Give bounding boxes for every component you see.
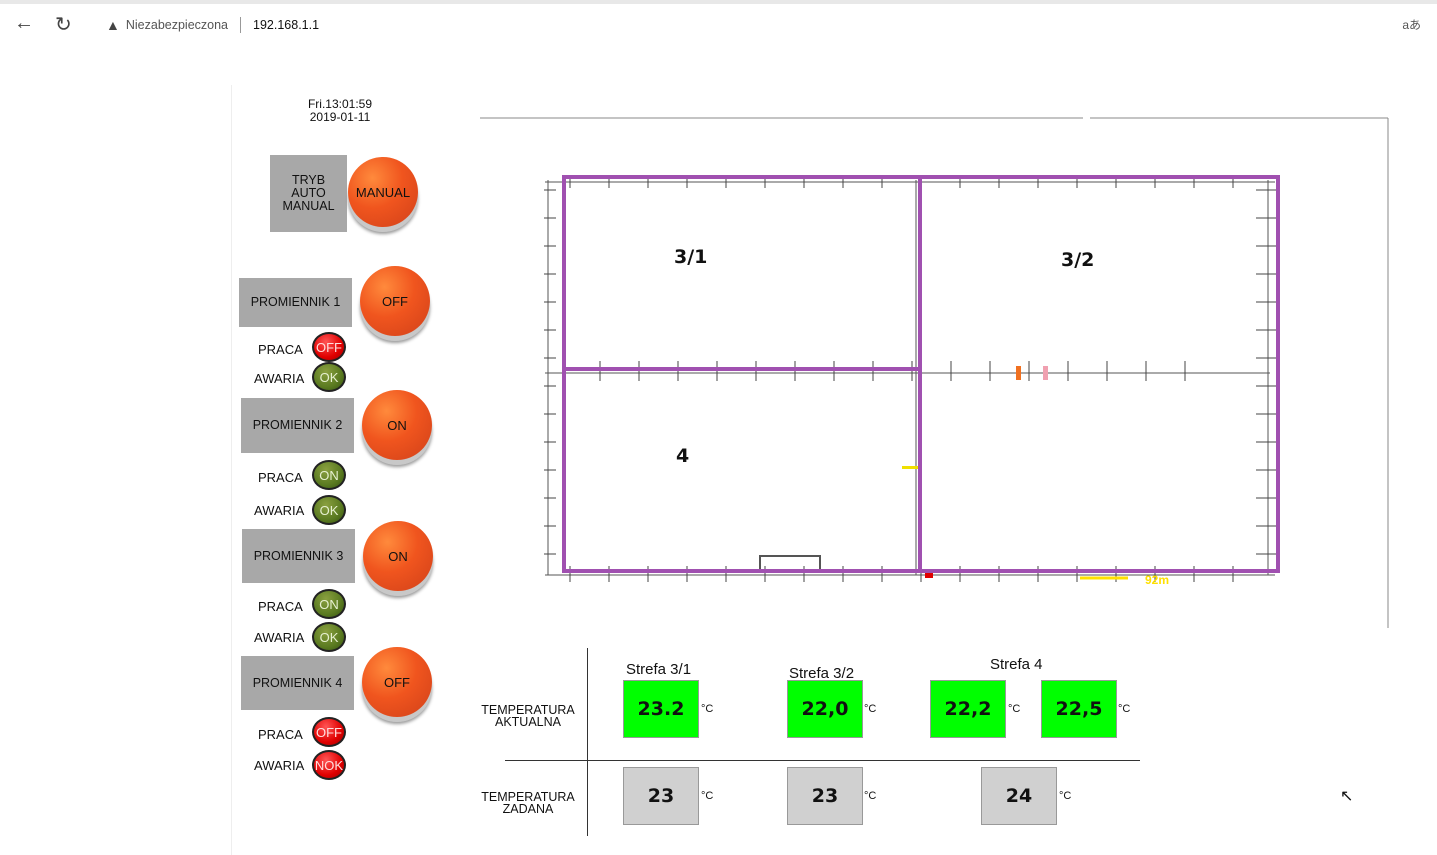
row-label-line: TEMPERATURA	[481, 703, 575, 717]
plan-marker	[902, 466, 918, 469]
unit: °C	[864, 790, 877, 802]
clock-time: Fri.13:01:59	[307, 97, 373, 111]
zone-label-3-1[interactable]: 3/1	[674, 246, 708, 268]
unit: °C	[1059, 790, 1072, 802]
heater-2-awaria-label: AWARIA	[254, 503, 305, 518]
unit: °C	[701, 703, 714, 715]
row-label-line: TEMPERATURA	[481, 790, 575, 804]
url-text: 192.168.1.1	[253, 18, 320, 32]
mode-button[interactable]: MANUAL	[348, 157, 418, 227]
unit: °C	[701, 790, 714, 802]
zone-header-4: Strefa 4	[990, 656, 1043, 673]
indicator-text: OK	[319, 629, 339, 645]
plan-ticks	[544, 176, 1276, 582]
clock-date: 2019-01-11	[309, 110, 371, 124]
indicator-text: ON	[319, 467, 339, 483]
heater-2-praca-indicator: ON	[312, 460, 346, 490]
heater-1-awaria-label: AWARIA	[254, 371, 305, 386]
zone-header-3-1: Strefa 3/1	[626, 661, 692, 678]
heater-4-awaria-label: AWARIA	[254, 758, 305, 773]
zone-header-3-2: Strefa 3/2	[789, 665, 855, 682]
heater-4-awaria-indicator: NOK	[312, 750, 346, 780]
unit: °C	[1118, 703, 1131, 715]
translate-icon[interactable]: aあ	[1402, 18, 1421, 32]
zone-4-outline	[562, 367, 922, 573]
clock: Fri.13:01:59 2019-01-11	[290, 98, 390, 124]
mode-line: AUTO	[291, 186, 326, 200]
heater-1-button[interactable]: OFF	[360, 266, 430, 336]
indicator-text: NOK	[314, 757, 344, 773]
divider	[240, 17, 242, 33]
set-temp-4[interactable]: 24	[981, 767, 1057, 825]
heater-4-praca-indicator: OFF	[312, 717, 346, 747]
row-label-actual: TEMPERATURA AKTUALNA	[473, 703, 583, 729]
indicator-text: OFF	[316, 724, 342, 740]
heater-4-praca-label: PRACA	[258, 727, 303, 742]
row-label-line: ZADANA	[502, 802, 554, 816]
scale-label: 92m	[1145, 573, 1169, 587]
heater-3-praca-indicator: ON	[312, 589, 346, 619]
zone-label-4[interactable]: 4	[676, 445, 690, 467]
heater-3-button[interactable]: ON	[363, 521, 433, 591]
table-divider-vertical	[587, 648, 588, 836]
heater-2-button[interactable]: ON	[362, 390, 432, 460]
heater-1-praca-label: PRACA	[258, 342, 303, 357]
zone-3-1-outline	[562, 175, 922, 371]
set-temp-3-1[interactable]: 23	[623, 767, 699, 825]
indicator-text: ON	[319, 596, 339, 612]
indicator-text: OFF	[316, 339, 342, 355]
heater-4-button[interactable]: OFF	[362, 647, 432, 717]
warning-triangle-icon: ▲	[106, 17, 120, 33]
actual-temp-3-2: 22,0	[787, 680, 863, 738]
heater-4-label: PROMIENNIK 4	[241, 656, 354, 710]
row-label-line: AKTUALNA	[495, 715, 561, 729]
indicator-text: OK	[319, 369, 339, 385]
reload-icon[interactable]: ↻	[55, 14, 72, 36]
mode-line: TRYB	[291, 173, 326, 187]
table-divider-horizontal	[505, 760, 1140, 761]
indicator-text: OK	[319, 502, 339, 518]
mouse-cursor-icon: ↖	[1340, 788, 1354, 805]
plan-marker	[925, 571, 933, 578]
actual-temp-4b: 22,5	[1041, 680, 1117, 738]
security-label: Niezabezpieczona	[125, 18, 229, 32]
arrow-left-icon[interactable]: ←	[14, 12, 34, 34]
heater-3-label: PROMIENNIK 3	[242, 529, 355, 583]
heater-3-praca-label: PRACA	[258, 599, 303, 614]
heater-2-praca-label: PRACA	[258, 470, 303, 485]
heater-1-awaria-indicator: OK	[312, 362, 346, 392]
heater-3-awaria-indicator: OK	[312, 622, 346, 652]
plan-marker	[1043, 366, 1048, 380]
heater-1-praca-indicator: OFF	[312, 332, 346, 362]
actual-temp-3-1: 23.2	[623, 680, 699, 738]
mode-label: TRYB AUTO MANUAL	[270, 155, 347, 232]
zone-label-3-2[interactable]: 3/2	[1061, 249, 1095, 271]
plan-marker	[1016, 366, 1021, 380]
actual-temp-4a: 22,2	[930, 680, 1006, 738]
unit: °C	[1008, 703, 1021, 715]
heater-3-awaria-label: AWARIA	[254, 630, 305, 645]
zone-outlines	[562, 175, 1280, 573]
building-walls	[545, 180, 1275, 576]
panel-divider	[231, 85, 232, 855]
browser-toolbar: ← ↻ ▲ Niezabezpieczona 192.168.1.1 aあ	[0, 0, 1437, 42]
unit: °C	[864, 703, 877, 715]
address-bar[interactable]: ▲ Niezabezpieczona 192.168.1.1	[92, 10, 1432, 40]
heater-2-awaria-indicator: OK	[312, 495, 346, 525]
zone-3-2-4-outline	[918, 175, 1280, 573]
set-temp-3-2[interactable]: 23	[787, 767, 863, 825]
mode-line: MANUAL	[282, 199, 335, 213]
heater-1-label: PROMIENNIK 1	[239, 278, 352, 327]
row-label-set: TEMPERATURA ZADANA	[473, 790, 583, 816]
heater-2-label: PROMIENNIK 2	[241, 398, 354, 453]
